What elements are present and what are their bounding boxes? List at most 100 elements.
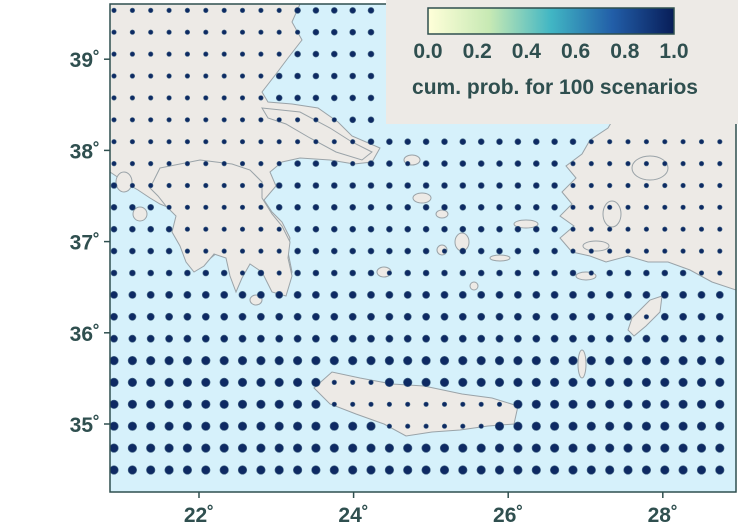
scenario-point [312,204,320,211]
scenario-point [293,377,303,388]
colorbar-tick-label: 0.0 [413,40,442,63]
scenario-point [111,117,117,123]
scenario-point [221,117,227,123]
scenario-point [531,377,541,388]
scenario-point [680,161,686,167]
scenario-point [696,377,707,388]
scenario-point [641,356,652,366]
scenario-point [239,204,246,210]
scenario-point [219,443,229,453]
scenario-point [129,7,135,13]
scenario-point [607,161,613,167]
scenario-point [148,51,154,57]
scenario-point [551,204,558,211]
scenario-point [330,7,338,14]
scenario-point [127,421,137,431]
scenario-point [274,377,284,388]
scenario-point [129,182,135,189]
scenario-point [496,225,503,233]
scenario-point [440,312,449,321]
scenario-point [643,269,650,277]
scenario-point [496,182,503,189]
scenario-point [239,182,246,189]
scenario-point [127,377,137,388]
scenario-point [294,269,301,277]
scenario-point [587,312,596,321]
scenario-point [221,204,227,210]
scenario-point [458,356,468,366]
scenario-point [625,248,631,254]
scenario-point [220,312,229,321]
scenario-point [330,28,338,36]
scenario-point [184,29,190,35]
scenario-point [295,139,301,145]
scenario-point [148,95,154,101]
scenario-point [367,50,375,58]
scenario-point [696,443,707,453]
scenario-point [587,290,596,299]
scenario-point [201,465,211,475]
scenario-point [550,312,559,321]
scenario-point [514,290,522,299]
scenario-point [350,139,356,145]
scenario-point [549,443,560,453]
scenario-point [129,269,136,277]
scenario-point [513,465,523,475]
scenario-point [239,248,246,254]
scenario-point [294,204,301,211]
scenario-point [349,94,357,102]
scenario-point [127,399,137,409]
scenario-point [201,290,210,299]
scenario-point [441,182,448,189]
scenario-point [641,399,652,409]
scenario-point [348,334,357,343]
scenario-point [494,356,505,366]
scenario-point [660,334,669,343]
scenario-point [458,312,467,321]
scenario-point [641,421,652,431]
scenario-point [367,72,375,80]
scenario-point [717,270,723,276]
scenario-point [184,226,190,232]
scenario-point [221,7,227,13]
scenario-point [219,377,229,388]
scenario-point [275,94,283,102]
scenario-point [166,29,172,35]
scenario-point [696,421,707,431]
scenario-point [588,161,594,167]
scenario-point [717,248,723,254]
scenario-point [293,465,303,475]
scenario-point [550,290,559,299]
amorgos-island [489,254,511,262]
scenario-point [478,401,484,407]
scenario-point [349,7,357,14]
scenario-point [349,182,357,189]
scenario-point [404,204,412,211]
samos-island [582,240,610,252]
karpathos-island [577,349,587,379]
scenario-point [458,443,468,453]
scenario-point [715,443,725,453]
scenario-point [568,421,578,431]
scenario-point [182,421,192,431]
scenario-point [110,399,119,409]
scenario-point [569,290,577,299]
scenario-point [239,117,246,123]
scenario-point [166,95,172,101]
scenario-point [607,226,613,232]
scenario-point [129,247,136,255]
scenario-point [276,51,282,57]
scenario-point [258,226,264,232]
scenario-point [331,139,337,145]
scenario-point [311,334,320,343]
scenario-point [679,334,687,343]
scenario-point [237,399,248,409]
scenario-point [110,225,118,233]
scenario-point [605,312,614,321]
scenario-point [605,443,615,453]
scenario-point [715,465,725,475]
scenario-point [586,356,596,366]
scenario-point [570,226,576,232]
scenario-point [111,7,117,13]
scenario-point [549,356,560,366]
